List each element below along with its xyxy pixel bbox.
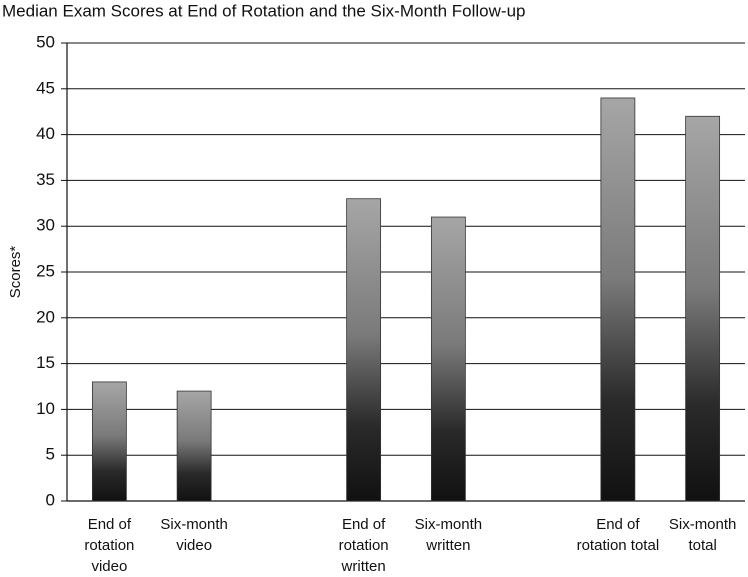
x-tick-label: Six-month written xyxy=(414,516,483,554)
y-tick-label: 45 xyxy=(36,78,55,97)
x-tick-label: End of rotation video xyxy=(84,516,135,575)
y-tick-label: 50 xyxy=(36,32,55,51)
y-tick-label: 25 xyxy=(36,261,55,280)
bar xyxy=(91,381,127,502)
chart-title: Median Exam Scores at End of Rotation an… xyxy=(2,1,526,20)
y-tick-label: 5 xyxy=(46,445,55,464)
bar xyxy=(176,390,212,502)
y-axis-label: Scores* xyxy=(7,246,24,299)
y-tick-label: 15 xyxy=(36,353,55,372)
y-tick-label: 30 xyxy=(36,216,55,235)
x-tick-label: Six-month video xyxy=(160,516,228,554)
y-tick-label: 10 xyxy=(36,399,55,418)
bar xyxy=(346,198,382,502)
x-tick-label: End of rotation written xyxy=(338,516,389,575)
y-tick-label: 0 xyxy=(46,490,55,509)
bar xyxy=(430,216,466,502)
y-tick-label: 35 xyxy=(36,170,55,189)
bar xyxy=(685,115,721,502)
x-tick-label: Six-month total xyxy=(668,516,737,554)
y-tick-label: 20 xyxy=(36,307,55,326)
bar xyxy=(600,97,636,502)
y-tick-label: 40 xyxy=(36,124,55,143)
x-tick-label: End of rotation total xyxy=(576,516,660,554)
